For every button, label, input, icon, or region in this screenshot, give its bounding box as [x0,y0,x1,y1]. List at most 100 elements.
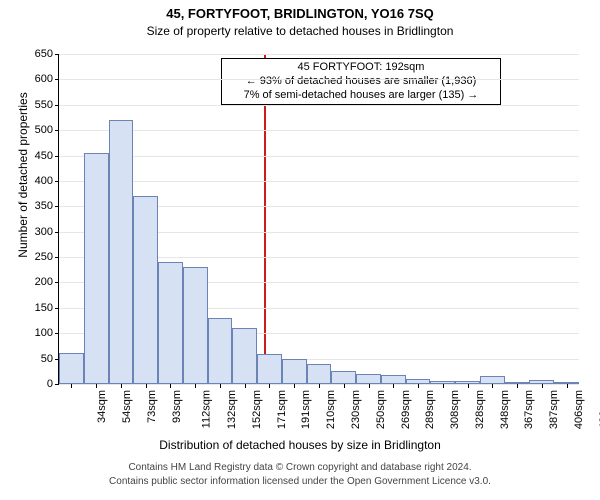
x-tick-label: 191sqm [301,390,313,429]
y-tick-label: 300 [35,226,53,238]
x-tick-label: 34sqm [96,390,108,423]
y-tick-label: 500 [35,124,53,136]
x-tick-label: 387sqm [548,390,560,429]
x-tick-label: 269sqm [400,390,412,429]
histogram-bar [282,359,307,384]
y-tick-mark [55,333,59,334]
histogram-bar [109,120,134,384]
x-tick-label: 93sqm [171,390,183,423]
x-tick-mark [468,384,469,388]
x-tick-mark [418,384,419,388]
x-tick-label: 230sqm [350,390,362,429]
x-tick-label: 152sqm [251,390,263,429]
footer-line-1: Contains HM Land Registry data © Crown c… [0,462,600,473]
x-tick-label: 210sqm [325,390,337,429]
grid-line [59,54,579,55]
histogram-bar [480,376,505,384]
y-tick-label: 50 [41,353,53,365]
x-tick-mark [71,384,72,388]
y-tick-label: 350 [35,200,53,212]
x-tick-label: 54sqm [121,390,133,423]
x-tick-mark [542,384,543,388]
histogram-bar [208,318,233,384]
x-tick-mark [344,384,345,388]
x-tick-mark [170,384,171,388]
y-tick-label: 0 [47,378,53,390]
chart-subtitle: Size of property relative to detached ho… [0,24,600,38]
x-tick-label: 308sqm [449,390,461,429]
chart-title: 45, FORTYFOOT, BRIDLINGTON, YO16 7SQ [0,6,600,21]
y-tick-label: 400 [35,175,53,187]
x-tick-label: 328sqm [474,390,486,429]
histogram-bar [381,375,406,384]
x-tick-mark [96,384,97,388]
x-tick-label: 171sqm [276,390,288,429]
y-tick-mark [55,79,59,80]
grid-line [59,130,579,131]
y-tick-mark [55,181,59,182]
y-tick-mark [55,384,59,385]
x-tick-label: 250sqm [375,390,387,429]
y-tick-label: 650 [35,48,53,60]
histogram-bar [59,353,84,384]
plot-area: 45 FORTYFOOT: 192sqm← 93% of detached ho… [58,54,579,385]
x-tick-mark [517,384,518,388]
x-tick-label: 289sqm [424,390,436,429]
y-tick-label: 200 [35,276,53,288]
x-tick-mark [393,384,394,388]
y-tick-label: 100 [35,327,53,339]
y-tick-label: 150 [35,302,53,314]
y-tick-mark [55,156,59,157]
histogram-bar [158,262,183,384]
histogram-bar [84,153,109,384]
x-tick-label: 132sqm [226,390,238,429]
x-tick-label: 73sqm [146,390,158,423]
x-tick-mark [492,384,493,388]
y-tick-label: 550 [35,99,53,111]
x-tick-mark [443,384,444,388]
x-tick-label: 367sqm [523,390,535,429]
x-tick-mark [121,384,122,388]
grid-line [59,181,579,182]
y-tick-label: 600 [35,73,53,85]
histogram-bar [257,354,282,384]
histogram-bar [356,374,381,384]
histogram-bar [183,267,208,384]
x-tick-mark [269,384,270,388]
footer-line-2: Contains public sector information licen… [0,476,600,487]
annotation-line: ← 93% of detached houses are smaller (1,… [226,75,496,89]
chart-container: { "title": "45, FORTYFOOT, BRIDLINGTON, … [0,0,600,500]
histogram-bar [232,328,257,384]
y-tick-label: 450 [35,150,53,162]
annotation-line: 45 FORTYFOOT: 192sqm [226,61,496,75]
grid-line [59,105,579,106]
x-tick-mark [195,384,196,388]
grid-line [59,156,579,157]
x-tick-mark [567,384,568,388]
y-tick-mark [55,206,59,207]
x-tick-mark [294,384,295,388]
histogram-bar [307,364,332,384]
histogram-bar [331,371,356,384]
histogram-bar [133,196,158,384]
y-tick-mark [55,130,59,131]
y-tick-mark [55,105,59,106]
x-tick-mark [245,384,246,388]
y-tick-label: 250 [35,251,53,263]
y-tick-mark [55,257,59,258]
x-tick-label: 112sqm [201,390,213,428]
x-axis-label: Distribution of detached houses by size … [0,438,600,452]
y-tick-mark [55,308,59,309]
x-tick-label: 348sqm [499,390,511,429]
grid-line [59,79,579,80]
annotation-box: 45 FORTYFOOT: 192sqm← 93% of detached ho… [221,58,501,105]
x-tick-mark [369,384,370,388]
y-tick-mark [55,54,59,55]
y-tick-mark [55,232,59,233]
x-tick-mark [146,384,147,388]
y-tick-mark [55,282,59,283]
x-tick-mark [319,384,320,388]
y-axis-label: Number of detached properties [16,10,30,340]
x-tick-mark [220,384,221,388]
x-tick-label: 406sqm [573,390,585,429]
